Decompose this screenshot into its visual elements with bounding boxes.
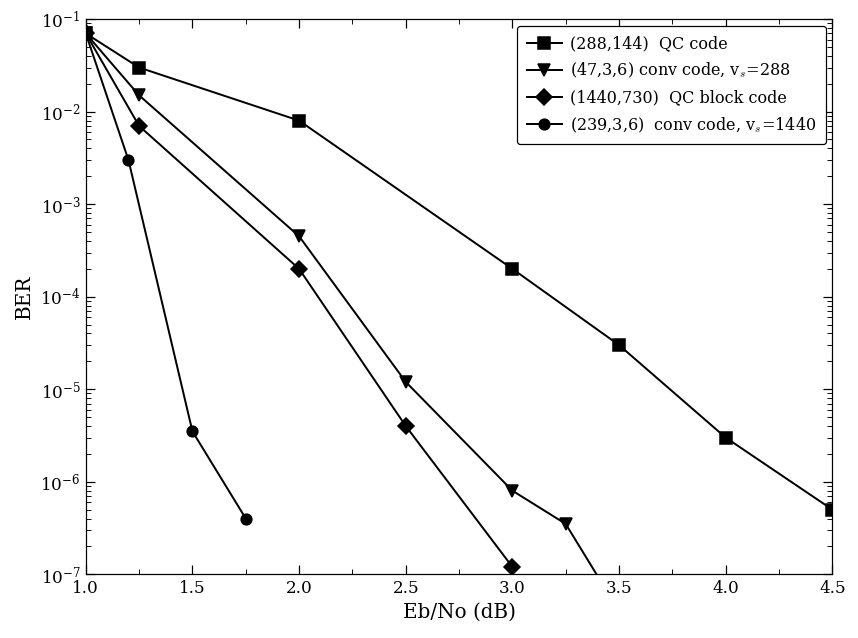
(47,3,6) conv code, v$_s$=288	[507, 487, 517, 494]
(288,144)  QC code	[81, 29, 91, 37]
Y-axis label: BER: BER	[15, 274, 34, 319]
(239,3,6)  conv code, v$_s$=1440	[187, 427, 197, 435]
(239,3,6)  conv code, v$_s$=1440	[124, 156, 134, 164]
Line: (288,144)  QC code: (288,144) QC code	[80, 27, 838, 516]
(1440,730)  QC block code	[81, 29, 91, 37]
(288,144)  QC code	[507, 265, 517, 272]
(239,3,6)  conv code, v$_s$=1440	[81, 29, 91, 37]
(47,3,6) conv code, v$_s$=288	[613, 607, 624, 615]
Legend: (288,144)  QC code, (47,3,6) conv code, v$_s$=288, (1440,730)  QC block code, (2: (288,144) QC code, (47,3,6) conv code, v…	[517, 26, 826, 144]
(288,144)  QC code	[134, 64, 144, 71]
(47,3,6) conv code, v$_s$=288	[81, 29, 91, 37]
(288,144)  QC code	[721, 434, 731, 441]
(288,144)  QC code	[827, 506, 837, 514]
(47,3,6) conv code, v$_s$=288	[401, 378, 411, 386]
(288,144)  QC code	[294, 117, 305, 124]
(1440,730)  QC block code	[294, 265, 305, 272]
(239,3,6)  conv code, v$_s$=1440	[240, 515, 251, 523]
(47,3,6) conv code, v$_s$=288	[294, 232, 305, 240]
Line: (1440,730)  QC block code: (1440,730) QC block code	[81, 28, 517, 572]
(47,3,6) conv code, v$_s$=288	[134, 91, 144, 99]
(1440,730)  QC block code	[401, 422, 411, 430]
(1440,730)  QC block code	[507, 563, 517, 571]
Line: (47,3,6) conv code, v$_s$=288: (47,3,6) conv code, v$_s$=288	[80, 27, 625, 617]
(1440,730)  QC block code	[134, 122, 144, 130]
(288,144)  QC code	[613, 341, 624, 349]
Line: (239,3,6)  conv code, v$_s$=1440: (239,3,6) conv code, v$_s$=1440	[81, 28, 251, 524]
(47,3,6) conv code, v$_s$=288	[560, 520, 571, 528]
X-axis label: Eb/No (dB): Eb/No (dB)	[402, 603, 516, 621]
